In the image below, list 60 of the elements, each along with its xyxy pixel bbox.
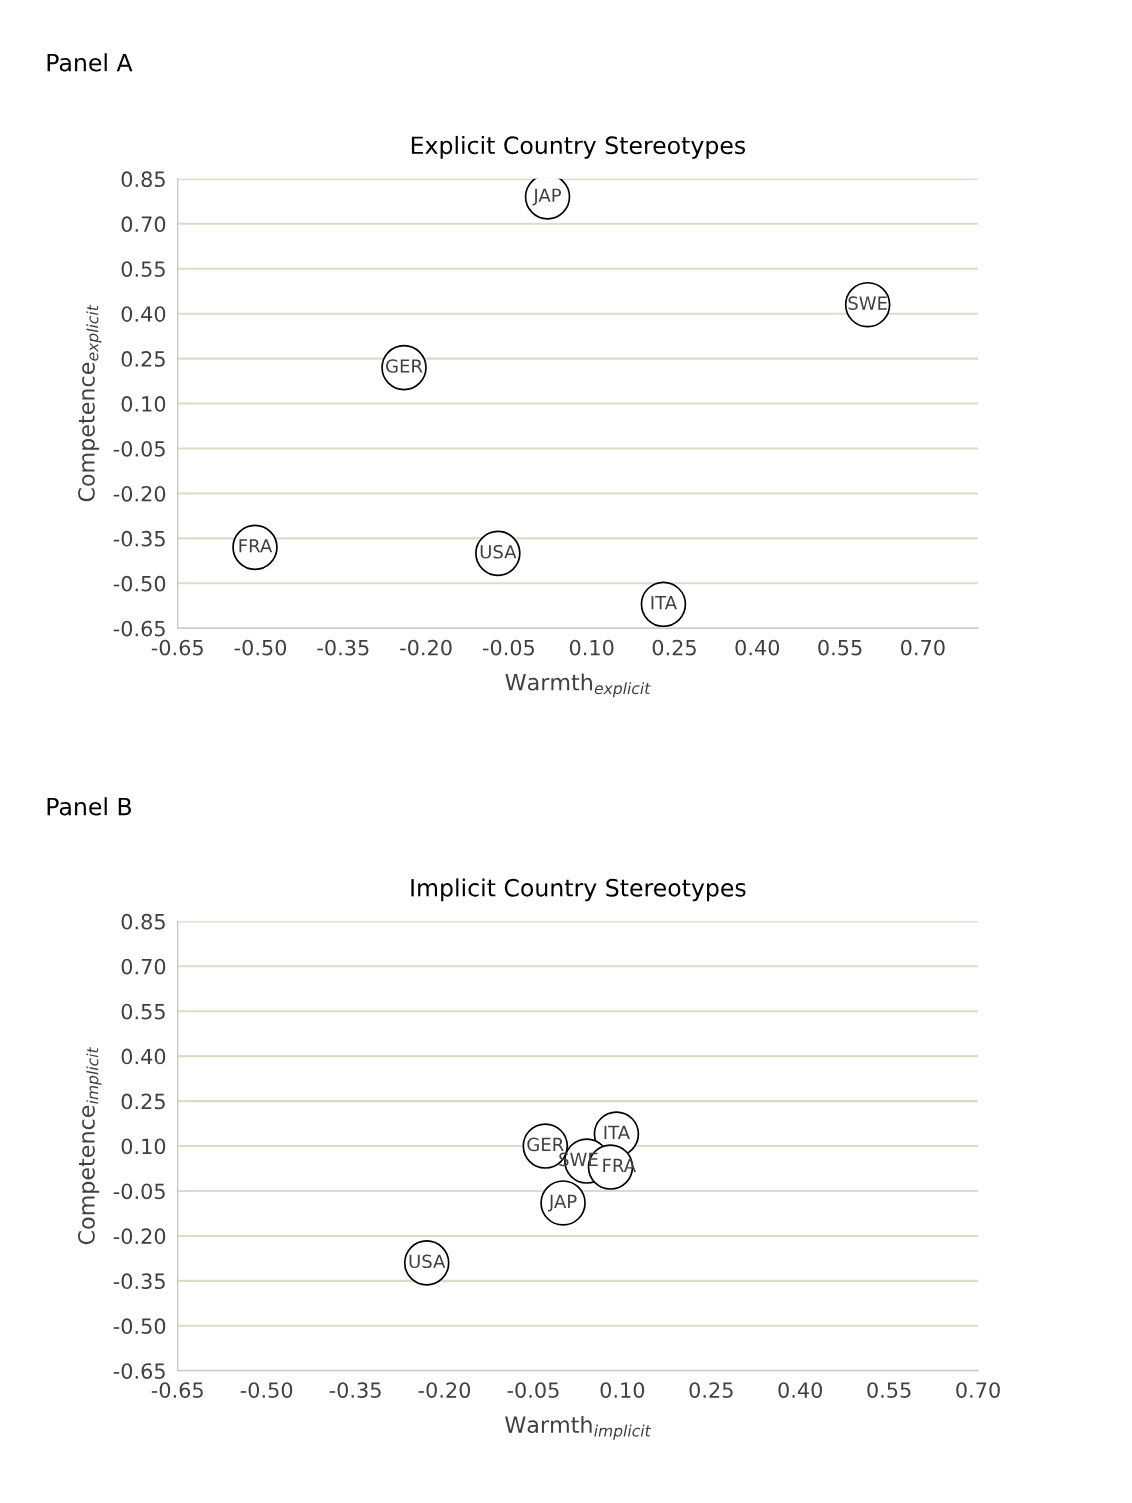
y-tick-label: -0.65 — [113, 1363, 165, 1379]
x-tick-label: 0.25 — [689, 1382, 733, 1398]
annotation: ITA — [651, 596, 677, 610]
x-tick-label: -0.50 — [234, 639, 287, 656]
y-tick-label: -0.05 — [113, 440, 165, 457]
annotation: GER — [527, 1137, 564, 1152]
chart-title: Explicit Country Stereotypes — [411, 135, 746, 159]
x-tick-label: -0.20 — [400, 639, 452, 656]
x-tick-label: -0.05 — [482, 639, 535, 656]
x-tick-label: 0.70 — [956, 1382, 1000, 1398]
annotation: SWE — [848, 296, 887, 310]
x-tick-label: -0.05 — [507, 1382, 559, 1398]
y-tick-label: 0.70 — [121, 216, 166, 233]
y-tick-label: 0.40 — [121, 1048, 166, 1065]
y-tick-label: -0.05 — [113, 1183, 165, 1200]
x-tick-label: 0.55 — [818, 639, 862, 656]
y-tick-label: 0.55 — [121, 261, 165, 277]
x-tick-label: -0.65 — [151, 639, 203, 656]
y-tick-label: 0.85 — [121, 913, 165, 930]
y-axis-title: Competence$_{explicit}$ — [78, 304, 102, 502]
x-tick-label: 0.10 — [569, 639, 614, 656]
x-tick-label: 0.40 — [778, 1382, 823, 1398]
y-tick-label: -0.50 — [113, 1318, 166, 1335]
x-tick-label: -0.35 — [317, 639, 369, 656]
x-tick-label: -0.35 — [329, 1382, 381, 1398]
y-axis-title: Competence$_{implicit}$ — [78, 1046, 102, 1245]
x-axis-title: Warmth$_{implicit}$ — [505, 1415, 652, 1440]
annotation: JAP — [532, 188, 562, 206]
y-tick-label: 0.85 — [121, 171, 165, 188]
y-tick-label: 0.25 — [121, 1093, 165, 1110]
text: Panel B — [47, 797, 132, 816]
x-tick-label: 0.10 — [600, 1382, 645, 1398]
y-tick-label: -0.20 — [113, 485, 166, 502]
y-tick-label: 0.10 — [121, 1138, 166, 1155]
y-tick-label: 0.55 — [121, 1003, 165, 1020]
x-tick-label: 0.70 — [901, 639, 945, 656]
annotation: GER — [386, 359, 423, 373]
y-tick-label: -0.65 — [113, 620, 165, 637]
y-tick-label: -0.20 — [113, 1228, 166, 1245]
y-tick-label: -0.35 — [113, 530, 165, 547]
annotation: USA — [480, 544, 517, 559]
x-tick-label: 0.55 — [867, 1382, 911, 1398]
y-tick-label: 0.40 — [121, 306, 166, 322]
annotation: USA — [409, 1254, 446, 1269]
chart-title: Implicit Country Stereotypes — [411, 878, 746, 902]
annotation: ITA — [604, 1125, 630, 1140]
y-tick-label: -0.50 — [113, 575, 166, 592]
annotation: JAP — [548, 1194, 577, 1212]
x-tick-label: -0.50 — [240, 1382, 293, 1398]
text: Panel A — [47, 53, 133, 72]
x-tick-label: -0.65 — [151, 1382, 203, 1398]
y-tick-label: -0.35 — [113, 1273, 165, 1290]
x-tick-label: 0.25 — [652, 639, 696, 656]
y-tick-label: 0.10 — [121, 396, 166, 412]
y-tick-label: 0.25 — [121, 351, 165, 367]
y-tick-label: 0.70 — [121, 958, 166, 975]
x-tick-label: 0.40 — [735, 639, 780, 656]
x-tick-label: -0.20 — [418, 1382, 471, 1398]
annotation: FRA — [239, 539, 273, 553]
x-axis-title: Warmth$_{explicit}$ — [505, 673, 651, 698]
